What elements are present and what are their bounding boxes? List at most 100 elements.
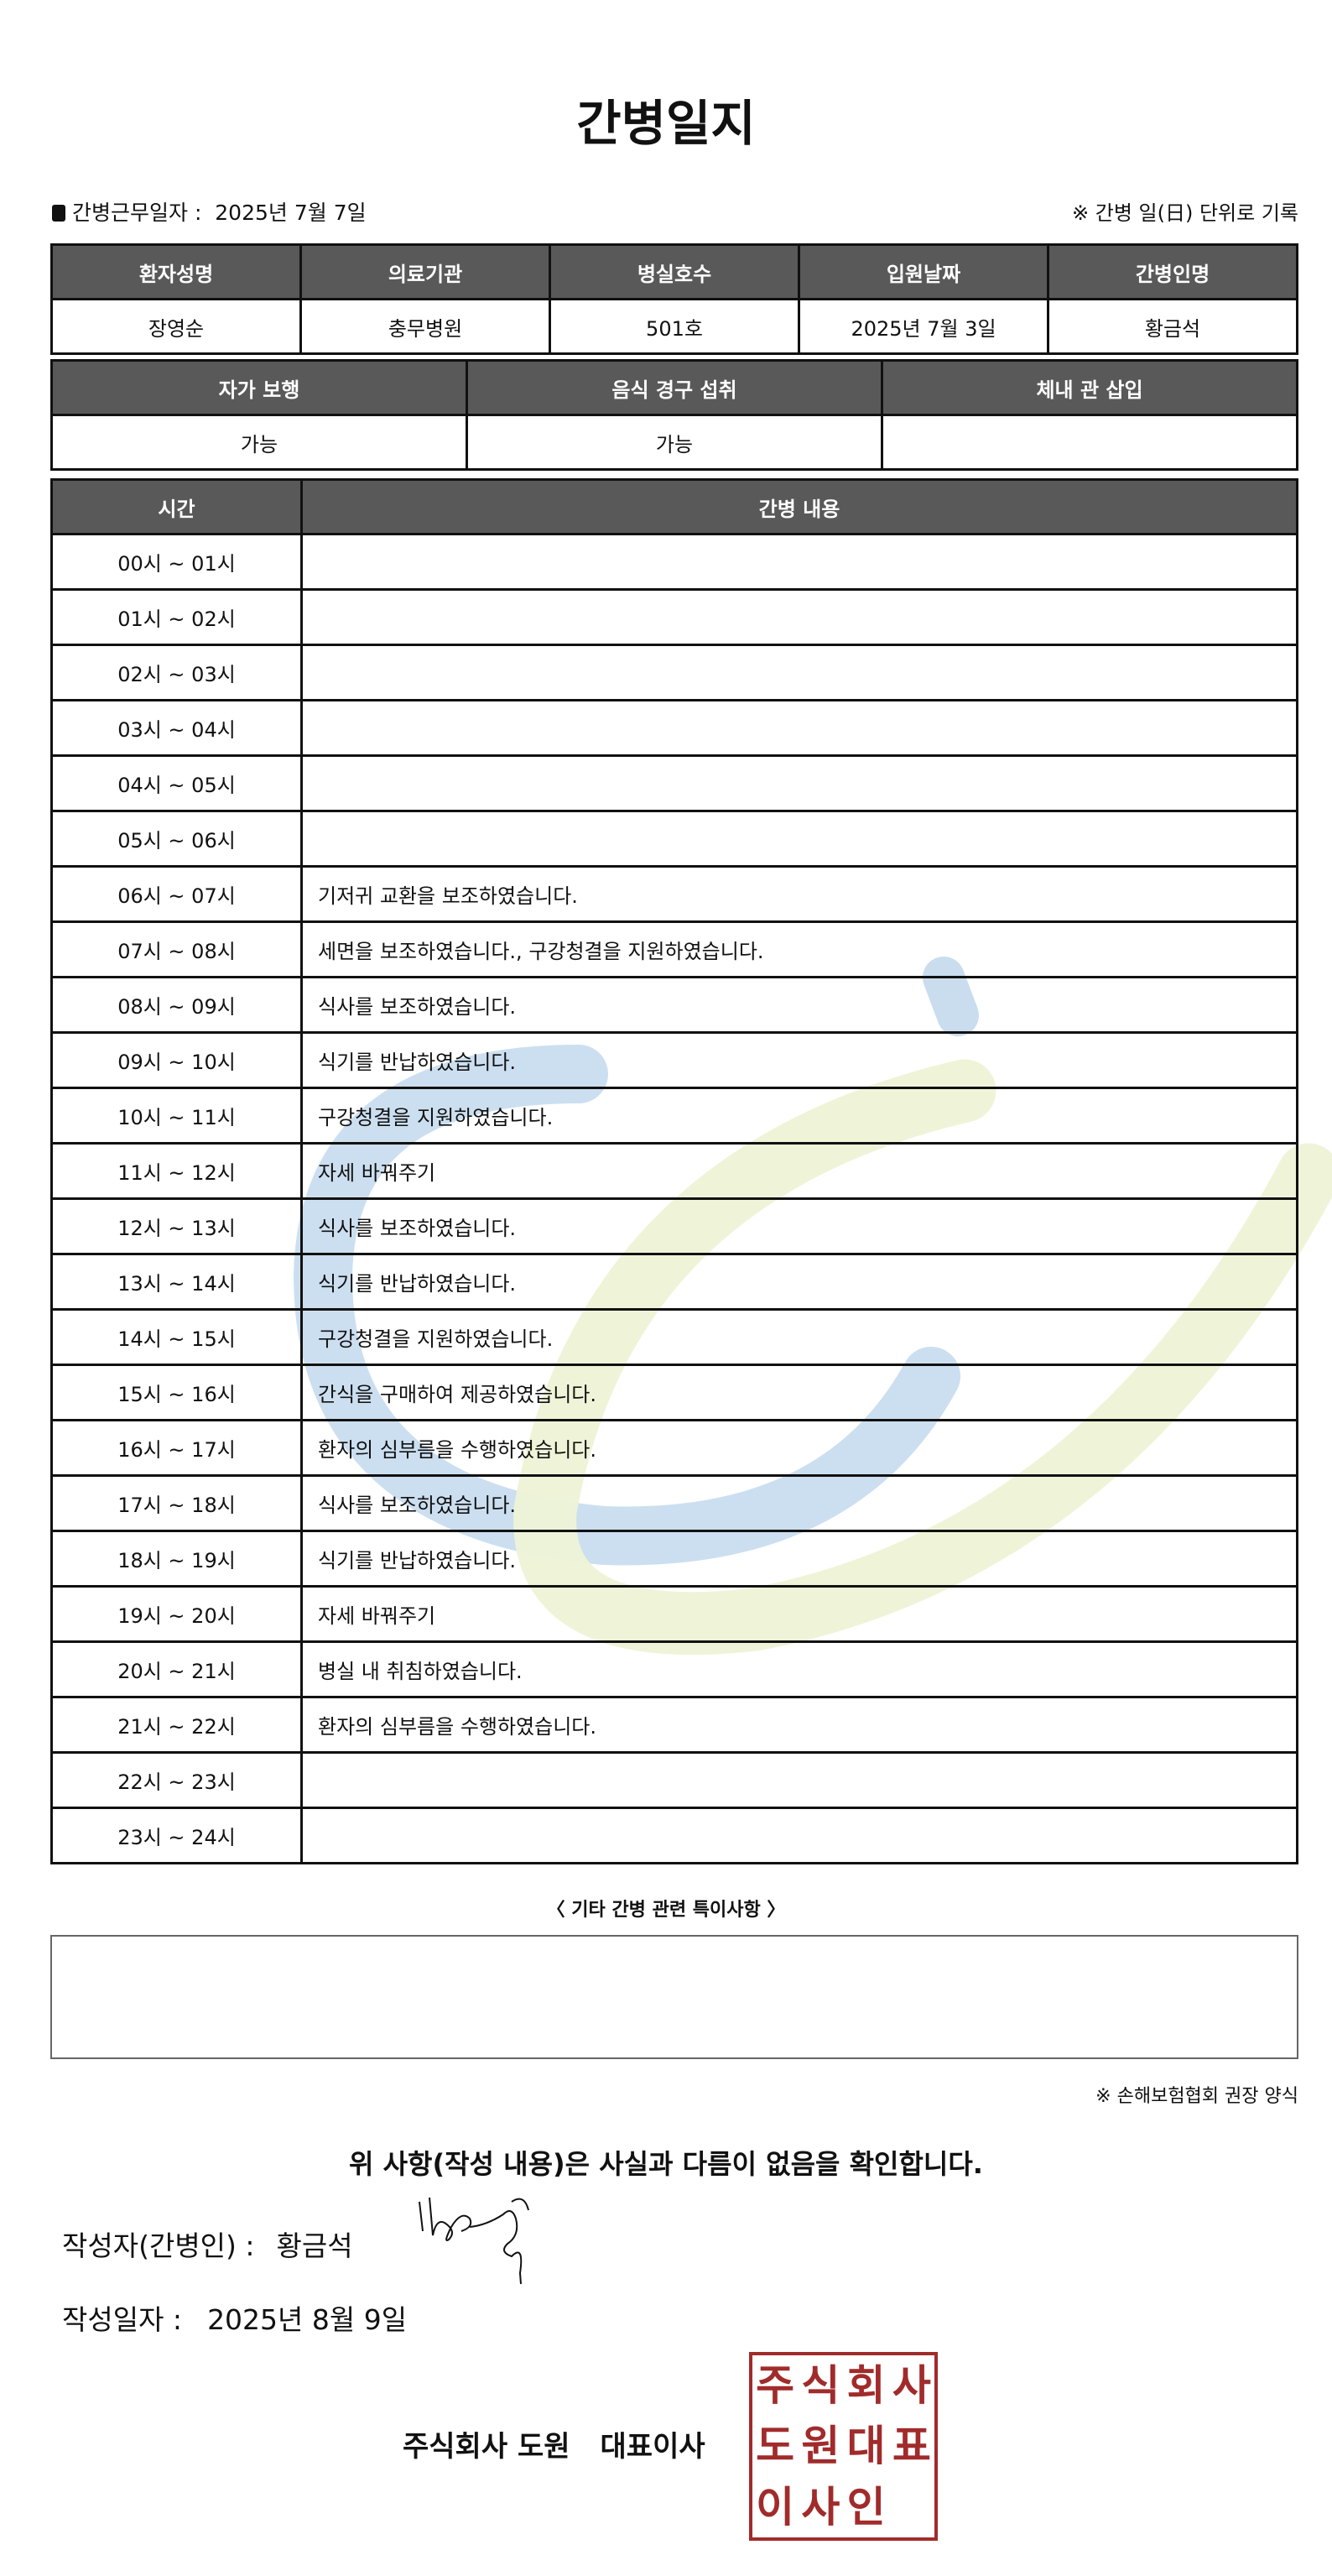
time-slot: 23시 ~ 24시	[50, 1807, 303, 1864]
time-slot: 08시 ~ 09시	[50, 976, 303, 1034]
care-row: 07시 ~ 08시 세면을 보조하였습니다., 구강청결을 지원하였습니다.	[50, 920, 1298, 978]
stamp-char: 이	[756, 2482, 795, 2532]
care-content	[300, 644, 1298, 701]
time-slot: 16시 ~ 17시	[50, 1419, 303, 1477]
patient-name: 장영순	[50, 298, 302, 355]
work-date: 간병근무일자 : 2025년 7월 7일	[52, 196, 367, 227]
square-bullet-icon	[52, 205, 65, 222]
written-date-line: 작성일자 : 2025년 8월 9일	[62, 2297, 407, 2338]
admission-date: 2025년 7월 3일	[798, 298, 1049, 355]
written-date-label: 작성일자 :	[62, 2303, 183, 2336]
tube-status	[881, 414, 1298, 471]
form-source-note: ※ 손해보험협회 권장 양식	[1095, 2086, 1298, 2107]
care-content	[300, 1751, 1298, 1809]
time-slot: 21시 ~ 22시	[50, 1696, 303, 1754]
writer-name: 황금석	[276, 2229, 353, 2262]
time-slot: 05시 ~ 06시	[50, 810, 303, 868]
time-slot: 15시 ~ 16시	[50, 1364, 303, 1421]
special-notes-box	[50, 1935, 1298, 2059]
care-row: 20시 ~ 21시 병실 내 취침하였습니다.	[50, 1640, 1298, 1698]
company-name: 주식회사 도원	[403, 2430, 570, 2464]
time-slot: 11시 ~ 12시	[50, 1142, 303, 1200]
header-walking: 자가 보행	[50, 359, 468, 416]
care-row: 05시 ~ 06시	[50, 810, 1298, 868]
time-slot: 19시 ~ 20시	[50, 1585, 303, 1643]
written-date-value: 2025년 8월 9일	[207, 2303, 408, 2336]
time-slot: 17시 ~ 18시	[50, 1474, 303, 1532]
care-content: 기저귀 교환을 보조하였습니다.	[300, 865, 1298, 923]
care-content: 식사를 보조하였습니다.	[300, 976, 1298, 1034]
stamp-char: 도	[756, 2422, 795, 2471]
walking-status: 가능	[50, 414, 468, 471]
stamp-char: 원	[801, 2422, 840, 2471]
header-hospital: 의료기관	[299, 243, 551, 300]
care-content: 병실 내 취침하였습니다.	[300, 1640, 1298, 1698]
care-content	[300, 1807, 1298, 1864]
time-slot: 06시 ~ 07시	[50, 865, 303, 923]
header-time: 시간	[50, 478, 303, 535]
page-title: 간병일지	[576, 95, 756, 152]
time-slot: 20시 ~ 21시	[50, 1640, 303, 1698]
work-date-label: 간병근무일자 :	[72, 201, 202, 225]
care-row: 04시 ~ 05시	[50, 754, 1298, 812]
care-row: 00시 ~ 01시	[50, 533, 1298, 591]
work-date-value: 2025년 7월 7일	[215, 201, 367, 225]
header-tube: 체내 관 삽입	[881, 359, 1298, 416]
care-row: 19시 ~ 20시 자세 바꿔주기	[50, 1585, 1298, 1643]
care-content	[300, 588, 1298, 646]
record-unit-note: ※ 간병 일(日) 단위로 기록	[1072, 201, 1298, 225]
header-oral-intake: 음식 경구 섭취	[466, 359, 883, 416]
care-row: 14시 ~ 15시 구강청결을 지원하였습니다.	[50, 1308, 1298, 1366]
care-content	[300, 699, 1298, 757]
care-content: 간식을 구매하여 제공하였습니다.	[300, 1364, 1298, 1421]
hospital: 충무병원	[299, 298, 551, 355]
care-table: 시간 간병 내용 00시 ~ 01시 01시 ~ 02시 02시 ~ 03시 03시 …	[50, 478, 1298, 1864]
care-row: 11시 ~ 12시 자세 바꿔주기	[50, 1142, 1298, 1200]
time-slot: 12시 ~ 13시	[50, 1197, 303, 1255]
care-row: 06시 ~ 07시 기저귀 교환을 보조하였습니다.	[50, 865, 1298, 923]
stamp-char: 인	[846, 2482, 886, 2532]
header-room: 병실호수	[549, 243, 800, 300]
confirmation-statement: 위 사항(작성 내용)은 사실과 다름이 없음을 확인합니다.	[349, 2148, 983, 2180]
signature	[419, 2197, 529, 2285]
care-row: 17시 ~ 18시 식사를 보조하였습니다.	[50, 1474, 1298, 1532]
care-row: 23시 ~ 24시	[50, 1807, 1298, 1864]
time-slot: 00시 ~ 01시	[50, 533, 303, 591]
stamp-char: 회	[846, 2361, 886, 2411]
care-row: 18시 ~ 19시 식기를 반납하였습니다.	[50, 1530, 1298, 1588]
caregiver-name: 황금석	[1047, 298, 1298, 355]
care-row: 12시 ~ 13시 식사를 보조하였습니다.	[50, 1197, 1298, 1255]
time-slot: 22시 ~ 23시	[50, 1751, 303, 1809]
care-row: 21시 ~ 22시 환자의 심부름을 수행하였습니다.	[50, 1696, 1298, 1754]
care-content	[300, 754, 1298, 812]
time-slot: 07시 ~ 08시	[50, 920, 303, 978]
care-content: 식사를 보조하였습니다.	[300, 1197, 1298, 1255]
care-content: 구강청결을 지원하였습니다.	[300, 1308, 1298, 1366]
header-admission-date: 입원날짜	[798, 243, 1049, 300]
ceo-title: 대표이사	[600, 2430, 705, 2464]
care-content	[300, 810, 1298, 868]
care-content: 세면을 보조하였습니다., 구강청결을 지원하였습니다.	[300, 920, 1298, 978]
header-caregiver: 간병인명	[1047, 243, 1298, 300]
care-content: 식사를 보조하였습니다.	[300, 1474, 1298, 1532]
stamp-char: 사	[801, 2482, 840, 2532]
time-slot: 01시 ~ 02시	[50, 588, 303, 646]
care-content	[300, 533, 1298, 591]
status-table: 자가 보행 음식 경구 섭취 체내 관 삽입 가능 가능	[50, 359, 1298, 471]
company-line: 주식회사 도원 대표이사	[403, 2423, 705, 2464]
time-slot: 03시 ~ 04시	[50, 699, 303, 757]
stamp-char: 주	[756, 2361, 795, 2411]
writer-label: 작성자(간병인) :	[62, 2229, 255, 2262]
care-row: 10시 ~ 11시 구강청결을 지원하였습니다.	[50, 1087, 1298, 1145]
care-row: 02시 ~ 03시	[50, 644, 1298, 701]
time-slot: 13시 ~ 14시	[50, 1253, 303, 1311]
stamp-char: 표	[892, 2422, 931, 2471]
care-content: 구강청결을 지원하였습니다.	[300, 1087, 1298, 1145]
care-row: 15시 ~ 16시 간식을 구매하여 제공하였습니다.	[50, 1364, 1298, 1421]
care-row: 09시 ~ 10시 식기를 반납하였습니다.	[50, 1031, 1298, 1089]
time-slot: 10시 ~ 11시	[50, 1087, 303, 1145]
care-row: 01시 ~ 02시	[50, 588, 1298, 646]
time-slot: 04시 ~ 05시	[50, 754, 303, 812]
care-content: 식기를 반납하였습니다.	[300, 1530, 1298, 1588]
